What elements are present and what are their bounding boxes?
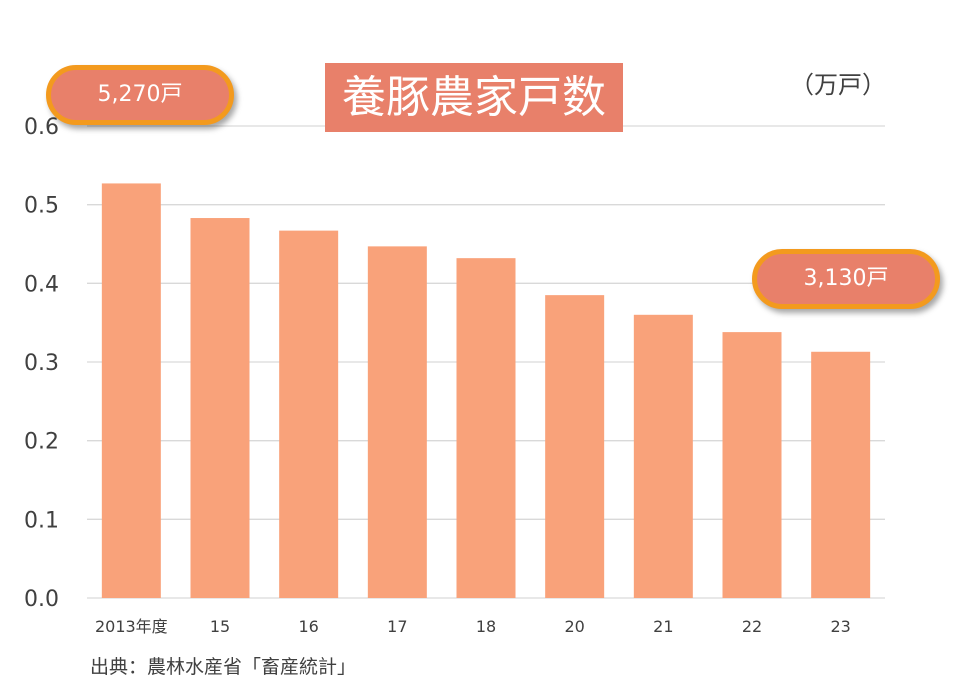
y-tick-label: 0.5 [24,194,59,219]
x-tick-label: 22 [742,617,762,636]
bar [456,258,516,598]
bar [545,295,605,598]
x-tick-label: 16 [298,617,318,636]
x-tick-label: 23 [830,617,850,636]
x-tick-label: 18 [476,617,496,636]
bar [633,314,693,598]
chart-title: 養豚農家戸数 [325,63,623,132]
x-tick-label: 21 [653,617,673,636]
bar [722,332,782,598]
source-note: 出典：農林水産省「畜産統計」 [90,656,357,678]
bar [190,218,250,599]
y-axis-ticks: 0.0 0.1 0.2 0.3 0.4 0.5 0.6 [24,115,59,612]
bars [101,183,871,599]
y-tick-label: 0.4 [24,272,59,297]
x-tick-label: 17 [387,617,407,636]
y-tick-label: 0.1 [24,508,59,533]
y-tick-label: 0.2 [24,430,59,455]
y-tick-label: 0.0 [24,587,59,612]
bar [279,230,339,599]
x-tick-label: 2013年度 [95,617,168,636]
x-tick-label: 15 [210,617,230,636]
bar [811,351,871,598]
y-tick-label: 0.6 [24,115,59,140]
first-value-callout: 5,270戸 [46,65,234,125]
bar [101,183,161,598]
x-tick-label: 20 [564,617,584,636]
y-tick-label: 0.3 [24,351,59,376]
unit-label: （万戸） [790,71,886,99]
last-value-callout: 3,130戸 [752,249,940,309]
x-axis-ticks: 2013年度 15 16 17 18 20 21 22 23 [95,617,851,636]
bar [367,246,427,599]
